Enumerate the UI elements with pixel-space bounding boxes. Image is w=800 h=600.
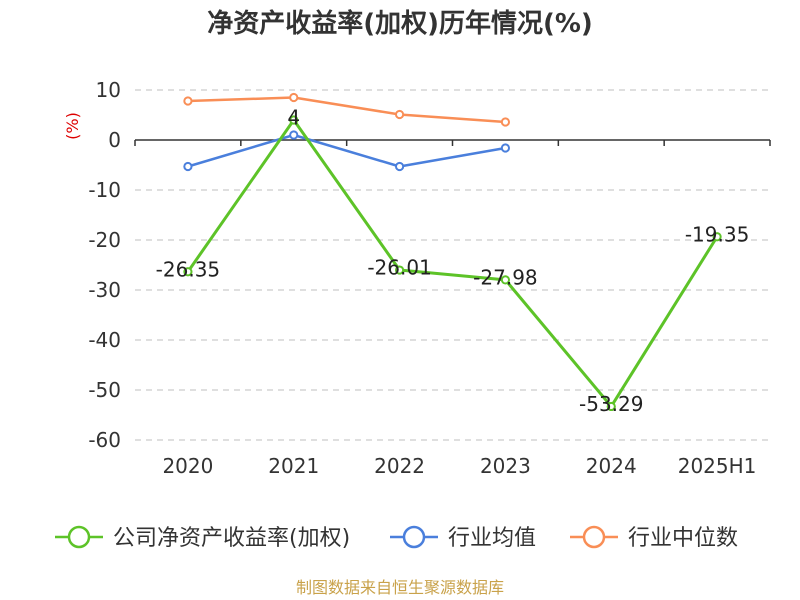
x-tick-label: 2022 [374, 454, 425, 478]
legend-item: 公司净资产收益率(加权) [55, 525, 350, 551]
legend-marker [402, 525, 426, 549]
grid-lines [135, 89, 770, 441]
x-tick-label: 2021 [268, 454, 319, 478]
data-label: -19.35 [685, 222, 749, 246]
data-point [289, 115, 299, 125]
y-tick-label: 0 [108, 128, 121, 152]
data-point [500, 143, 511, 153]
data-point [394, 265, 405, 275]
y-tick-label: -40 [88, 328, 121, 352]
data-point [500, 117, 511, 127]
source-note: 制图数据来自恒生聚源数据库 [296, 578, 504, 597]
y-axis-unit: (%) [63, 112, 82, 140]
data-label: -53.29 [579, 392, 643, 416]
series-line [187, 133, 506, 168]
data-labels: -26.35 4 -26.01 -27.98 -53.29 -19.35 [156, 106, 750, 416]
legend-marker [67, 525, 91, 549]
data-point [394, 161, 405, 172]
y-tick-label: -20 [88, 228, 121, 252]
chart-title: 净资产收益率(加权)历年情况(%) [207, 8, 593, 39]
x-tick-label: 2023 [480, 454, 531, 478]
x-axis-ticks: 2020 2021 2022 2023 2024 2025H1 [162, 454, 756, 478]
series-line [186, 118, 719, 408]
legend: 公司净资产收益率(加权) 行业均值 行业中位数 [55, 525, 738, 551]
x-tick-label: 2025H1 [678, 454, 757, 478]
data-label: -27.98 [473, 265, 537, 289]
legend-item: 行业中位数 [570, 525, 738, 551]
y-tick-label: -10 [88, 178, 121, 202]
y-tick-label: -50 [88, 378, 121, 402]
y-tick-label: -60 [88, 428, 121, 452]
x-axis [134, 139, 771, 146]
y-tick-label: 10 [96, 78, 121, 102]
data-point [712, 232, 722, 242]
series-line [187, 96, 506, 124]
data-point [183, 267, 193, 277]
data-point [606, 401, 616, 412]
y-tick-label: -30 [88, 278, 121, 302]
data-label: -26.01 [367, 256, 431, 280]
legend-label: 行业均值 [448, 526, 536, 551]
series-lines [183, 92, 722, 412]
data-label: -26.35 [156, 257, 220, 281]
legend-item: 行业均值 [390, 525, 536, 551]
data-point [394, 109, 405, 120]
data-point [289, 130, 299, 140]
y-axis-ticks: 10 0 -10 -20 -30 -40 -50 -60 [88, 78, 121, 452]
data-point [183, 96, 193, 106]
legend-marker [582, 525, 606, 549]
data-point [500, 275, 511, 285]
x-tick-label: 2024 [586, 454, 637, 478]
data-point [183, 161, 193, 172]
legend-label: 公司净资产收益率(加权) [113, 526, 350, 551]
data-label: 4 [287, 106, 300, 130]
legend-label: 行业中位数 [628, 526, 738, 551]
data-point [289, 92, 299, 103]
x-tick-label: 2020 [162, 454, 213, 478]
